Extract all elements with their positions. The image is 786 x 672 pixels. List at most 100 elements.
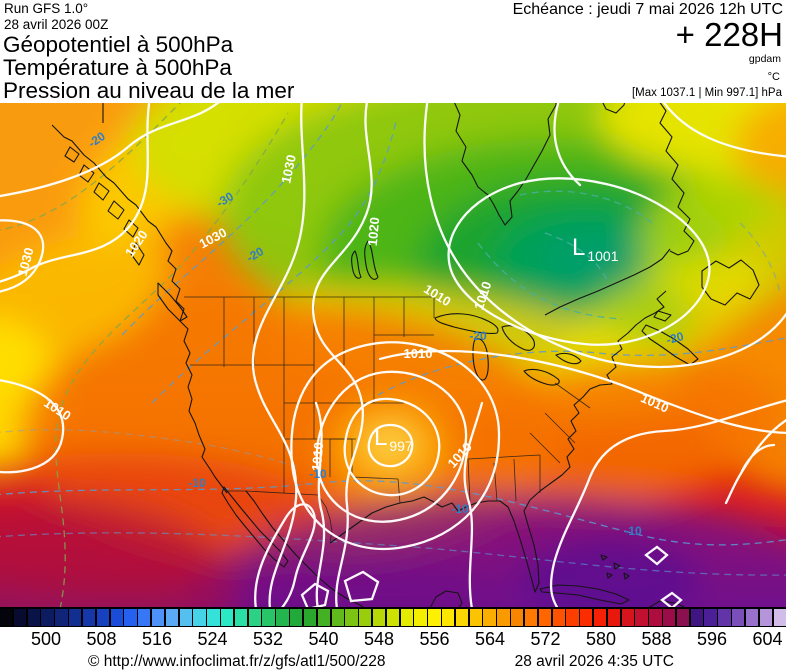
temperature-label: -10: [451, 502, 469, 516]
pressure-minmax-label: [Max 1037.1 | Min 997.1] hPa: [631, 87, 782, 99]
colorbar-cell: [469, 608, 482, 626]
isobar-label: 1010: [404, 346, 433, 361]
colorbar-tick: 564: [474, 629, 506, 649]
colorbar-cell: [138, 608, 151, 626]
colorbar-cell: [566, 608, 579, 626]
colorbar-tick: 588: [641, 629, 672, 649]
colorbar-cell: [331, 608, 344, 626]
colorbar-tick: 524: [197, 629, 228, 649]
colorbar-tick: 540: [308, 629, 339, 649]
colorbar-cell: [552, 608, 565, 626]
colorbar-cell: [442, 608, 455, 626]
colorbar-tick: 572: [530, 629, 561, 649]
temperature-label: -10: [188, 476, 206, 490]
colorbar-tick: 556: [419, 629, 450, 649]
colorbar-cell: [414, 608, 427, 626]
colorbar-tick-labels: 500 508 516 524 532 540 548 556 564 572 580 588 596 6…: [0, 629, 786, 651]
colorbar-cell: [41, 608, 54, 626]
temp-unit-label: °C: [767, 71, 780, 83]
valid-time-label: Echéance : jeudi 7 mai 2026 12h UTC: [512, 1, 783, 18]
colorbar-cell: [649, 608, 662, 626]
colorbar-cell: [27, 608, 40, 626]
colorbar-cell: [635, 608, 648, 626]
colorbar-cell: [580, 608, 593, 626]
colorbar-cell: [221, 608, 234, 626]
colorbar-cell: [248, 608, 261, 626]
run-model-label: Run GFS 1.0°: [4, 1, 89, 16]
isobar-label: 1030: [15, 246, 37, 278]
colorbar-cell: [207, 608, 220, 626]
isobar-label: 1020: [365, 217, 382, 247]
colorbar-cell: [663, 608, 676, 626]
colorbar-cell: [13, 608, 27, 626]
colorbar-cell: [124, 608, 137, 626]
colorbar-cell: [96, 608, 109, 626]
isobar-label: 1030: [278, 153, 299, 184]
colorbar-tick: 548: [363, 629, 395, 649]
colorbar-cell: [372, 608, 386, 626]
colorbar-cell: [179, 608, 192, 626]
colorbar-cell: [359, 608, 372, 626]
footer: © http://www.infoclimat.fr/z/gfs/atl1/50…: [0, 651, 786, 672]
colorbar-cell: [55, 608, 68, 626]
colorbar-cell: [483, 608, 496, 626]
copyright-url: © http://www.infoclimat.fr/z/gfs/atl1/50…: [88, 653, 386, 670]
temperature-label: -10: [624, 524, 642, 538]
colorbar-cell: [428, 608, 441, 626]
low-pressure-center: L 1001: [572, 234, 619, 264]
temperature-label: -20: [469, 329, 487, 343]
map-title-geopotential: Géopotentiel à 500hPa: [3, 32, 234, 57]
colorbar-cell: [276, 608, 289, 626]
colorbar-cell: [82, 608, 96, 626]
colorbar-cell: [524, 608, 538, 626]
colorbar-tick: 508: [86, 629, 117, 649]
colorbar-cell: [732, 608, 745, 626]
temperature-label: -20: [665, 329, 686, 347]
colorbar-cell: [345, 608, 358, 626]
colorbar-tick: 580: [585, 629, 617, 649]
colorbar-tick: 516: [141, 629, 173, 649]
isobar-label: 1010: [309, 442, 326, 472]
colorbar-tick: 596: [696, 629, 728, 649]
colorbar-tick: 604: [752, 629, 783, 649]
colorbar-cell: [745, 608, 759, 626]
colorbar-cell: [690, 608, 703, 626]
colorbar-tick: 500: [30, 629, 62, 649]
colorbar-cell: [386, 608, 400, 626]
colorbar-cell: [718, 608, 731, 626]
isobar-contours: [0, 103, 786, 607]
colorbar-cell: [262, 608, 275, 626]
colorbar-cell: [704, 608, 717, 626]
colorbar-cell: [538, 608, 551, 626]
colorbar-cell: [400, 608, 413, 626]
lead-time-label: + 228H: [675, 16, 783, 53]
run-date-label: 28 avril 2026 00Z: [4, 17, 109, 32]
temperature-field: [0, 103, 786, 607]
colorbar-cell: [759, 608, 772, 626]
header: Run GFS 1.0° 28 avril 2026 00Z Géopotent…: [0, 0, 786, 103]
colorbar-cell: [234, 608, 248, 626]
colorbar-cell: [317, 608, 330, 626]
map-title-temperature: Température à 500hPa: [3, 55, 232, 80]
colorbar-cell: [511, 608, 524, 626]
height-unit-label: gpdam: [748, 53, 781, 65]
colorbar-cell: [676, 608, 690, 626]
colorbar-tick: 532: [252, 629, 284, 649]
colorbar-cell: [290, 608, 303, 626]
map-title-pressure: Pression au niveau de la mer: [3, 78, 295, 103]
temperature-label: -10: [309, 467, 327, 481]
colorbar-cell: [110, 608, 123, 626]
geopotential-colorbar: [0, 607, 786, 627]
colorbar-cell: [151, 608, 165, 626]
colorbar-cell: [773, 608, 786, 626]
colorbar-cell: [607, 608, 621, 626]
colorbar-cell: [193, 608, 206, 626]
low-pressure-center: L 997: [374, 424, 413, 454]
weather-map: 1030 1030 1030 1020 1020 1010 1010 1010 1010 1010…: [0, 103, 786, 607]
colorbar-cell: [497, 608, 510, 626]
colorbar-cell: [621, 608, 634, 626]
colorbar-cell: [593, 608, 607, 626]
generation-datetime: 28 avril 2026 4:35 UTC: [514, 653, 674, 670]
